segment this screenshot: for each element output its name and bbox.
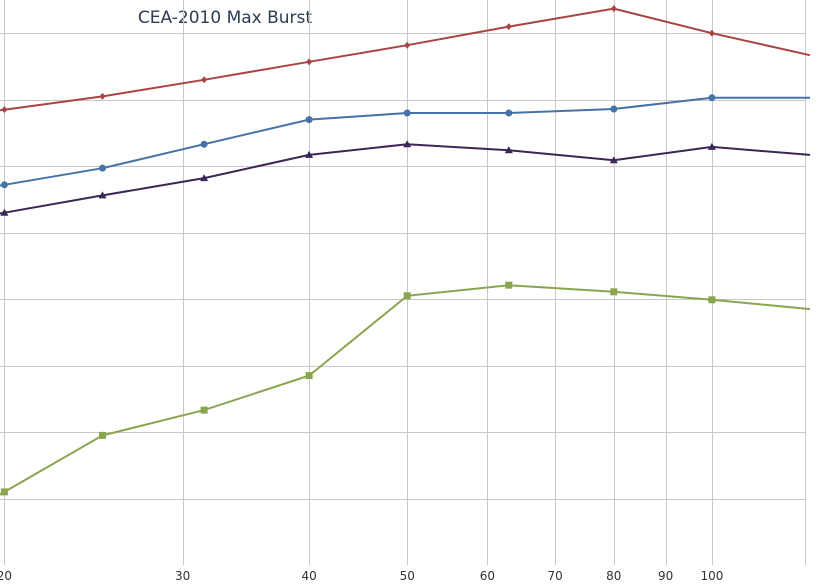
x-axis-tick-labels: 20 30 40 50 60 70 80 90 100 bbox=[0, 569, 723, 583]
x-tick-label-5: 70 bbox=[547, 569, 562, 583]
x-tick-label-0: 20 bbox=[0, 569, 12, 583]
x-tick-label-8: 100 bbox=[700, 569, 723, 583]
series-3-point-6 bbox=[610, 288, 618, 296]
x-tick-label-4: 60 bbox=[480, 569, 495, 583]
series-3-point-5 bbox=[505, 281, 513, 289]
series-1-point-2 bbox=[200, 140, 208, 148]
series-3-line bbox=[0, 284, 811, 496]
series-3-point-3 bbox=[305, 372, 313, 380]
series-1-point-5 bbox=[505, 109, 513, 117]
series-3-point-7 bbox=[708, 296, 716, 304]
series-0-point-1 bbox=[99, 92, 106, 100]
x-tick-label-7: 90 bbox=[658, 569, 673, 583]
series-3-point-4 bbox=[403, 292, 411, 300]
series-1-point-4 bbox=[403, 109, 411, 117]
series-0-point-6 bbox=[610, 5, 617, 13]
series-2-point-2 bbox=[200, 174, 209, 182]
series-2-point-7 bbox=[707, 142, 716, 150]
series-0-point-0 bbox=[1, 106, 8, 114]
series-2-point-1 bbox=[98, 191, 107, 199]
series-3-point-2 bbox=[200, 406, 208, 414]
series-2-point-5 bbox=[504, 146, 513, 154]
chart-title: CEA-2010 Max Burst bbox=[137, 8, 313, 28]
x-tick-label-3: 50 bbox=[400, 569, 415, 583]
series-0-point-4 bbox=[404, 41, 411, 49]
series-2-point-4 bbox=[403, 140, 412, 148]
series-1-line bbox=[0, 96, 810, 187]
grid bbox=[0, 0, 806, 565]
series-2-point-0 bbox=[0, 208, 9, 216]
x-tick-label-6: 80 bbox=[606, 569, 621, 583]
series-1-point-1 bbox=[99, 164, 107, 172]
series-3-point-0 bbox=[0, 488, 8, 496]
series-0-point-2 bbox=[201, 76, 208, 84]
series-markers bbox=[0, 5, 716, 496]
series-0-line bbox=[0, 7, 811, 112]
series-1-point-6 bbox=[610, 105, 618, 113]
series-3-point-1 bbox=[99, 431, 107, 439]
series-2-point-3 bbox=[305, 150, 314, 158]
series-1-point-7 bbox=[708, 94, 716, 102]
series-1-point-0 bbox=[0, 181, 8, 189]
series-0-point-5 bbox=[505, 23, 512, 31]
series-2-line bbox=[0, 143, 811, 215]
x-tick-label-1: 30 bbox=[175, 569, 190, 583]
series-0-point-3 bbox=[306, 58, 313, 66]
series-2-point-6 bbox=[609, 156, 618, 164]
series-0-point-7 bbox=[708, 29, 715, 37]
series-1-point-3 bbox=[305, 116, 313, 124]
series-lines bbox=[0, 7, 811, 496]
x-tick-label-2: 40 bbox=[301, 569, 316, 583]
